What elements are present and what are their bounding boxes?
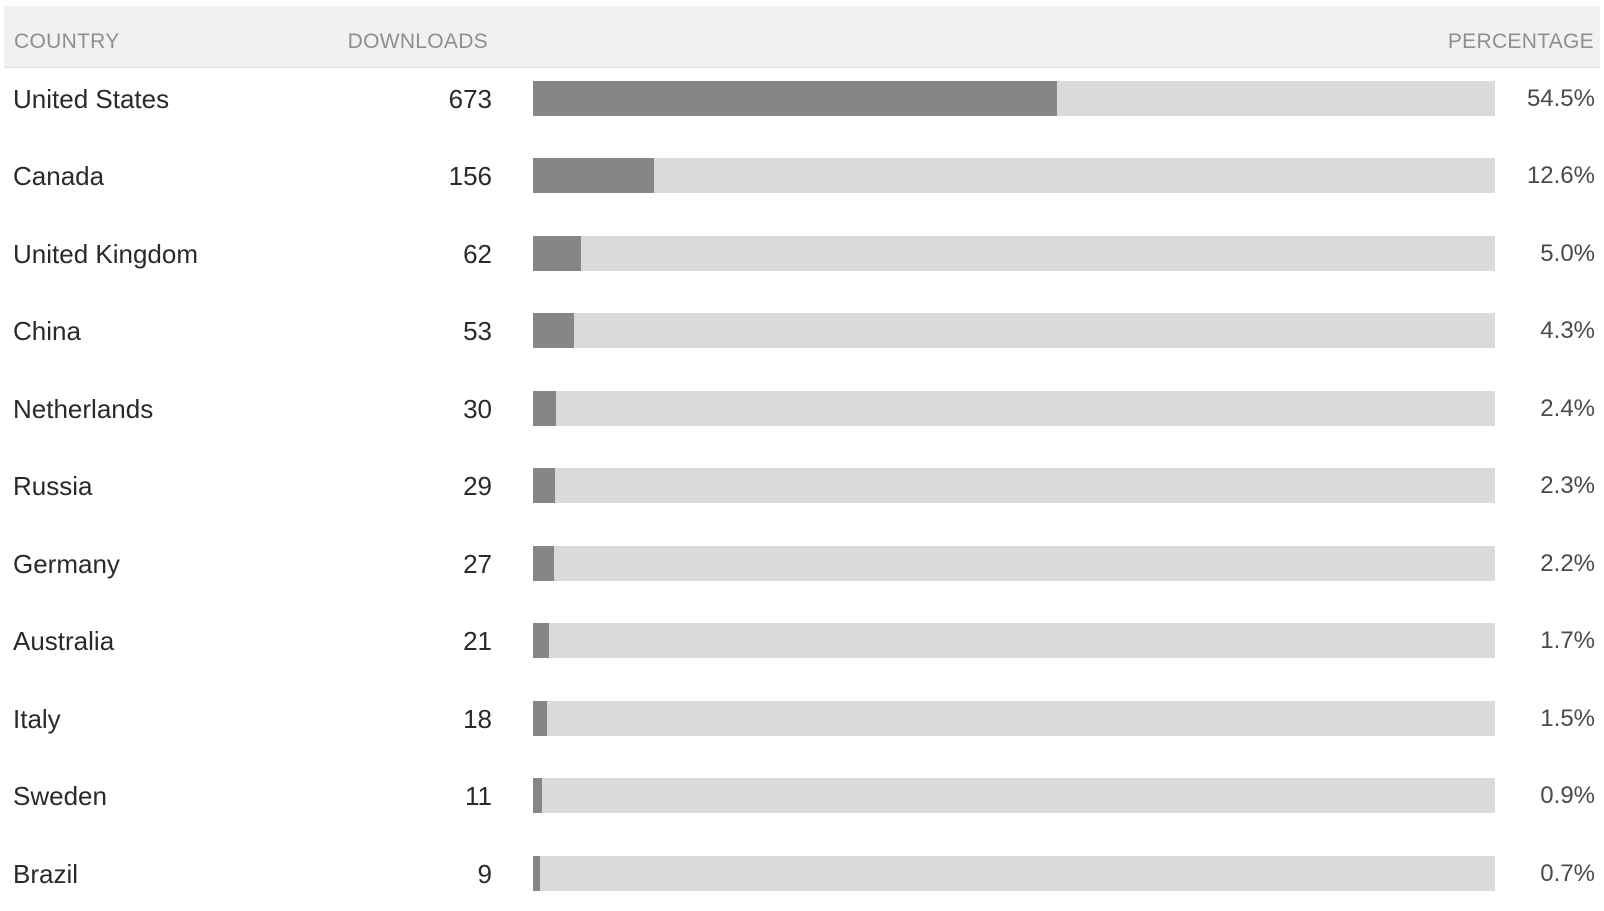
bar-track [533, 313, 1495, 348]
bar-fill [533, 313, 574, 348]
percentage-value: 1.5% [1540, 704, 1595, 732]
downloads-value: 673 [448, 83, 492, 114]
table-row: Netherlands 30 2.4% [0, 389, 1604, 429]
country-label: Sweden [13, 781, 107, 811]
bar-fill [533, 778, 542, 813]
country-label: United States [13, 83, 170, 114]
bar-fill [533, 700, 547, 736]
downloads-value: 30 [463, 393, 492, 424]
column-header-downloads[interactable]: DOWNLOADS [347, 30, 488, 53]
bar-fill [533, 80, 1057, 116]
country-label: China [13, 316, 81, 346]
downloads-value: 27 [463, 548, 492, 579]
percentage-value: 1.7% [1540, 627, 1595, 654]
bar-fill [533, 545, 554, 581]
bar-track [533, 80, 1495, 116]
column-header-country[interactable]: COUNTRY [14, 30, 120, 53]
country-label: United Kingdom [13, 238, 198, 269]
table-row: United States 673 54.5% [0, 79, 1604, 119]
table-row: Italy 18 1.5% [0, 699, 1604, 739]
bar-fill [533, 158, 654, 193]
downloads-value: 29 [463, 471, 492, 501]
country-label: Germany [13, 548, 120, 579]
country-label: Brazil [13, 858, 79, 889]
downloads-value: 53 [463, 316, 492, 346]
table-row: Russia 29 2.3% [0, 466, 1604, 506]
table-row: Brazil 9 0.7% [0, 854, 1604, 894]
bar-track [533, 158, 1495, 193]
country-label: Netherlands [13, 393, 154, 424]
percentage-value: 2.2% [1540, 549, 1595, 577]
bar-fill [533, 623, 549, 658]
bar-fill [533, 390, 556, 426]
table-header: COUNTRY DOWNLOADS PERCENTAGE [4, 6, 1600, 68]
country-label: Russia [13, 471, 93, 501]
percentage-value: 12.6% [1526, 162, 1595, 189]
table-row: Australia 21 1.7% [0, 621, 1604, 661]
bar-fill [533, 855, 540, 891]
percentage-value: 5.0% [1540, 239, 1595, 267]
percentage-value: 2.4% [1540, 394, 1595, 422]
bar-track [533, 700, 1495, 736]
bar-track [533, 545, 1495, 581]
bar-track [533, 623, 1495, 658]
country-label: Canada [13, 161, 105, 191]
downloads-value: 21 [463, 626, 492, 656]
bar-fill [533, 235, 581, 271]
table-row: United Kingdom 62 5.0% [0, 234, 1604, 274]
downloads-value: 18 [463, 703, 492, 734]
country-label: Italy [13, 703, 61, 734]
country-label: Australia [13, 626, 115, 656]
downloads-value: 156 [448, 161, 492, 191]
bar-track [533, 390, 1495, 426]
percentage-value: 0.7% [1540, 859, 1595, 887]
bar-fill [533, 468, 555, 503]
column-header-percentage[interactable]: PERCENTAGE [1447, 30, 1594, 53]
downloads-value: 9 [477, 858, 492, 889]
percentage-value: 54.5% [1526, 84, 1595, 112]
table-row: China 53 4.3% [0, 311, 1604, 351]
table-row: Germany 27 2.2% [0, 544, 1604, 584]
bar-track [533, 235, 1495, 271]
percentage-value: 2.3% [1540, 472, 1595, 499]
percentage-value: 0.9% [1540, 782, 1595, 809]
bar-track [533, 468, 1495, 503]
percentage-value: 4.3% [1540, 317, 1595, 344]
table-row: Sweden 11 0.9% [0, 776, 1604, 816]
bar-track [533, 778, 1495, 813]
table-row: Canada 156 12.6% [0, 156, 1604, 196]
downloads-value: 62 [463, 238, 492, 269]
downloads-value: 11 [465, 781, 492, 811]
bar-track [533, 855, 1495, 891]
